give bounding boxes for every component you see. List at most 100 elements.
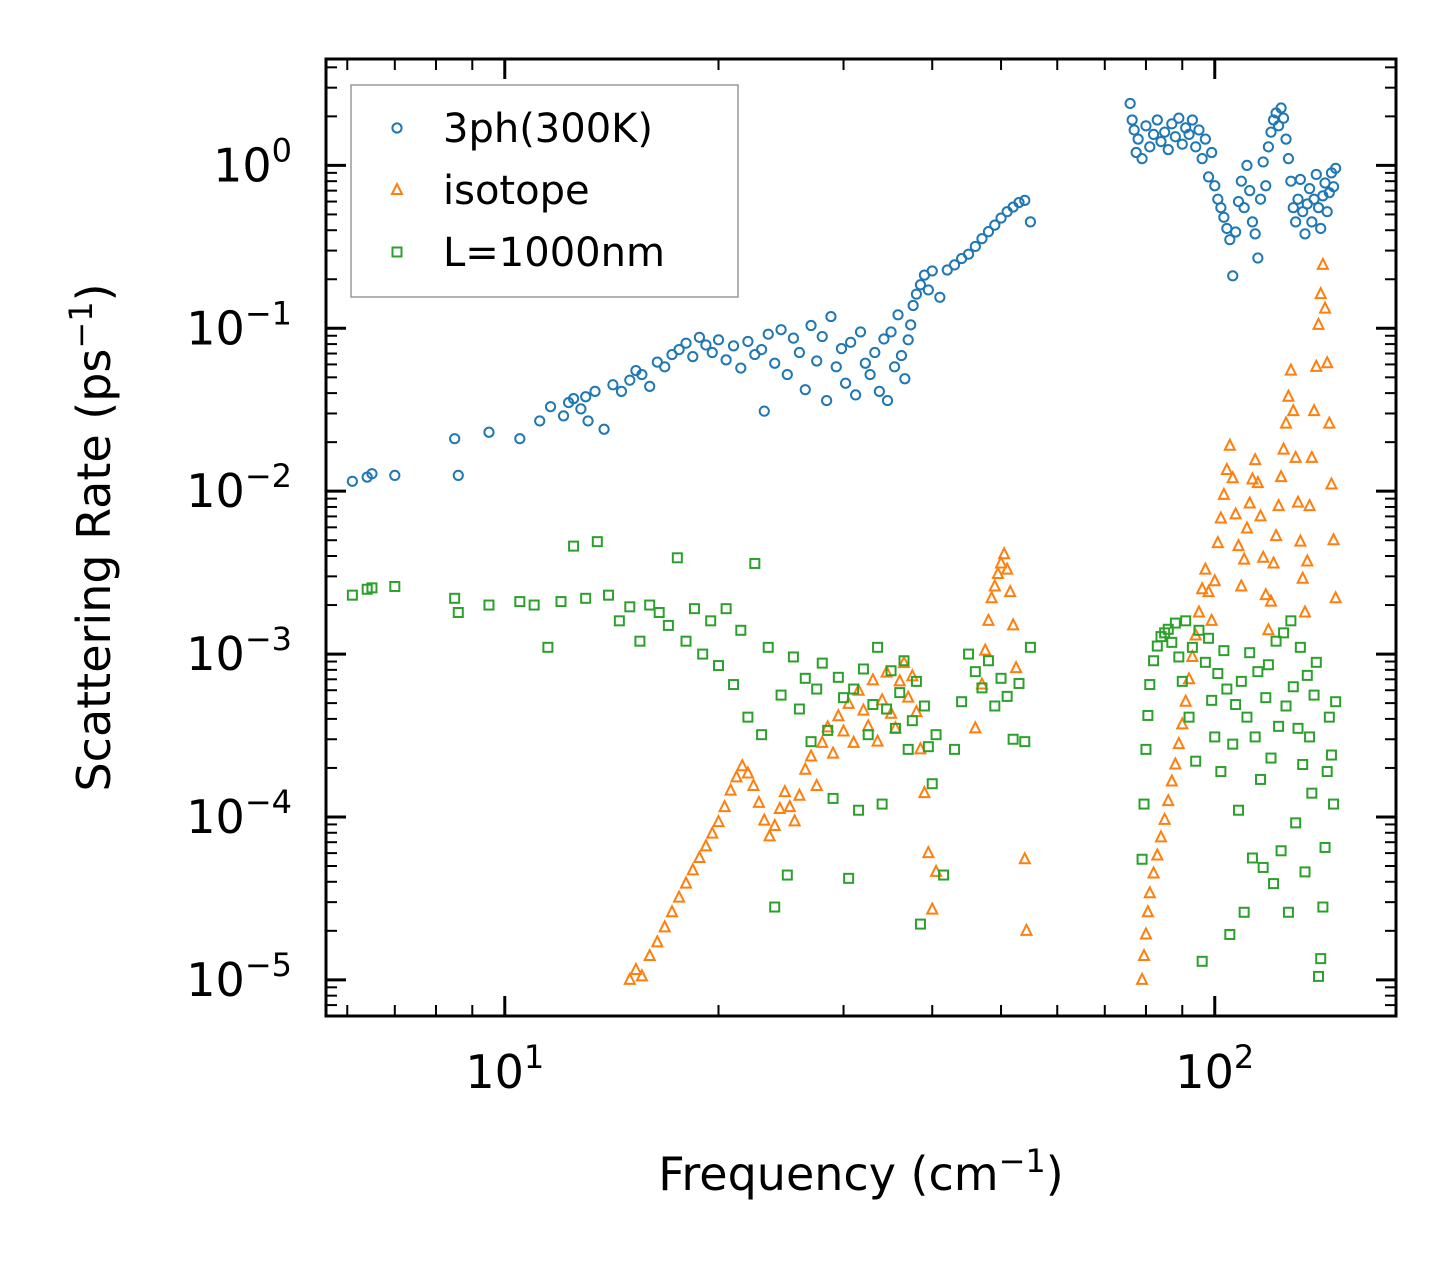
data-point [1135,971,1149,985]
legend-label: isotope [443,168,590,214]
data-point [1266,555,1281,569]
data-point [1298,604,1312,618]
y-tick-label: 100 [213,131,292,192]
data-point [769,357,781,369]
data-point [768,817,782,832]
data-point [712,334,725,346]
data-point [1172,735,1186,750]
data-point [1291,494,1305,508]
data-point [542,641,554,653]
data-point [1287,681,1299,693]
data-point [921,844,935,859]
data-point [816,657,828,669]
data-point [1265,752,1277,764]
data-point [881,703,893,715]
data-point [1143,885,1157,899]
data-point [805,319,817,332]
data-point [720,354,732,366]
data-point [659,361,671,373]
data-point [389,469,401,482]
data-point [1306,787,1318,799]
data-point [902,334,914,346]
data-point [1175,716,1189,730]
data-point [901,689,915,703]
data-point [1309,358,1323,372]
data-point [1299,228,1311,240]
data-point [1280,700,1292,712]
data-point [1235,175,1247,187]
data-point [853,804,865,816]
data-point [452,469,464,482]
y-tick-label-exp: −4 [245,783,292,821]
data-point [1257,861,1269,873]
data-point [997,546,1011,560]
data-point [880,664,894,678]
data-point [1196,153,1208,165]
series-square [346,536,1342,982]
data-point [1192,604,1206,618]
data-point [906,715,918,727]
data-point [862,729,874,741]
data-point [845,336,857,348]
data-point [1150,847,1164,861]
data-point [1180,615,1192,627]
data-point [1151,114,1163,126]
data-point [1176,138,1188,150]
legend: 3ph(300K) isotope L=1000nm [350,84,739,298]
y-tick-label: 10−2 [186,457,292,518]
data-point [905,319,917,331]
data-point [892,309,904,321]
data-point [1196,955,1208,967]
data-point [1146,865,1161,879]
data-point [988,578,1002,592]
data-point [1256,549,1270,563]
data-point [1132,133,1144,145]
data-point [1282,153,1295,165]
data-point [680,337,692,349]
data-point [976,233,988,245]
data-point [624,601,636,613]
data-point [644,599,656,611]
ticks-layer [326,59,1396,1017]
data-point [995,212,1007,224]
data-point [653,606,665,618]
data-point [793,346,806,359]
data-point [762,828,777,842]
data-point [948,259,961,271]
data-point [792,787,807,801]
data-point [688,603,700,615]
data-point [643,947,657,962]
data-point [1169,131,1181,143]
data-point [713,660,725,672]
data-point [735,757,749,772]
data-point [483,426,495,438]
data-point [1013,677,1025,689]
data-point [989,700,1001,712]
legend-entry: 3ph(300K) [391,106,653,152]
data-point [1019,922,1034,936]
data-point [1144,141,1156,153]
data-point [735,624,747,636]
data-point [1243,495,1257,509]
data-point [580,391,592,403]
data-point [346,589,358,601]
data-point [831,708,845,722]
data-point [1290,216,1302,228]
y-axis-label-sup: −1 [62,301,100,348]
data-point [1208,573,1222,587]
data-point [1142,709,1154,721]
data-point [1226,470,1240,484]
data-point [850,389,862,401]
data-point [1227,270,1239,282]
data-point [881,394,894,407]
data-point [969,240,981,253]
data-point [711,813,726,828]
data-point [793,703,805,715]
data-point [861,718,875,732]
y-tick-label: 10−3 [186,620,292,681]
data-point [1193,124,1205,136]
data-point [1286,402,1300,417]
data-point [895,349,908,362]
data-point [1209,180,1221,192]
y-tick-label-base: 10 [213,138,272,192]
